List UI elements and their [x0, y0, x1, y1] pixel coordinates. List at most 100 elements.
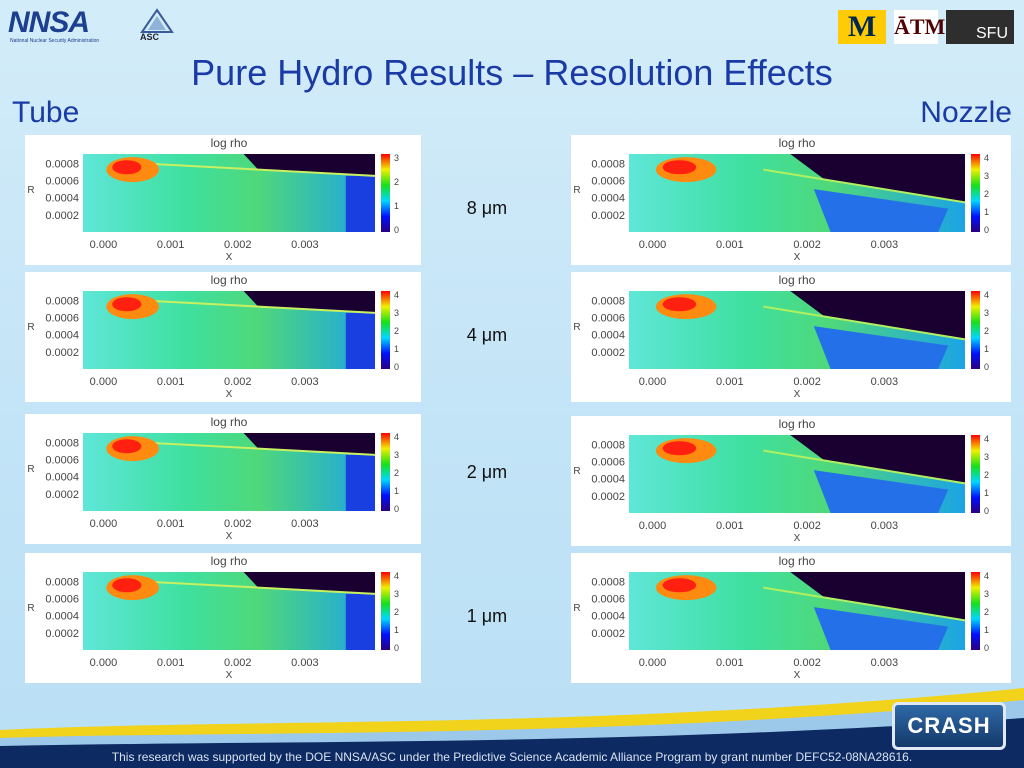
colorbar-tick-label: 1 [984, 344, 989, 354]
shock-region [813, 607, 949, 650]
nozzle-plot-4um: log rho 0.0008 0.0006 0.0004 0.0002 R 0.000 0.0… [571, 272, 1011, 402]
x-tick-label: 0.003 [291, 518, 319, 530]
hot-spot-core [112, 439, 142, 454]
texas-am-logo: ĀTM [894, 10, 945, 44]
shock-region [345, 593, 375, 650]
y-tick-label: 0.0008 [45, 158, 79, 170]
low-density-region [790, 291, 965, 340]
y-axis-label: R [27, 185, 34, 196]
resolution-label-2um: 2 μm [466, 462, 508, 482]
colorbar-tick-label: 2 [984, 607, 989, 617]
x-tick-label: 0.000 [90, 518, 118, 530]
x-axis-label: X [794, 670, 801, 681]
nozzle-plot-svg: log rho 0.0008 0.0006 0.0004 0.0002 R 0.000 0.0… [573, 273, 989, 400]
michigan-logo: M [838, 10, 886, 44]
colorbar-tick-label: 0 [984, 643, 989, 653]
y-tick-label: 0.0008 [45, 437, 79, 449]
y-tick-label: 0.0006 [45, 313, 79, 325]
x-tick-label: 0.000 [639, 520, 667, 532]
tube-plot-svg: log rho 0.0008 0.0006 0.0004 0.0002 R 0.000 0.0… [27, 415, 399, 542]
tube-plot-svg: log rho 0.0008 0.0006 0.0004 0.0002 R 0.000 0.0… [27, 554, 399, 681]
x-tick-label: 0.003 [871, 520, 899, 532]
hot-spot-core [662, 160, 697, 175]
x-axis-label: X [226, 389, 233, 400]
y-axis-label: R [573, 185, 580, 196]
colorbar-tick-label: 1 [984, 625, 989, 635]
y-tick-label: 0.0004 [45, 611, 79, 623]
y-tick-label: 0.0008 [591, 439, 625, 451]
tube-wall [141, 580, 376, 595]
x-tick-label: 0.002 [793, 520, 821, 532]
shock-region [813, 189, 949, 232]
plot-title: log rho [211, 136, 248, 150]
y-tick-label: 0.0008 [591, 295, 625, 307]
x-tick-label: 0.003 [291, 657, 319, 669]
y-tick-label: 0.0004 [591, 611, 625, 623]
x-tick-label: 0.003 [871, 376, 899, 388]
y-axis-label: R [573, 603, 580, 614]
x-tick-label: 0.003 [291, 376, 319, 388]
colorbar [381, 291, 390, 369]
x-tick-label: 0.002 [224, 657, 252, 669]
tube-plot-1um: log rho 0.0008 0.0006 0.0004 0.0002 R 0.000 0.0… [25, 553, 421, 683]
colorbar-tick-label: 1 [394, 344, 399, 354]
colorbar-tick-label: 4 [394, 432, 399, 442]
nozzle-plot-1um: log rho 0.0008 0.0006 0.0004 0.0002 R 0.000 0.0… [571, 553, 1011, 683]
asc-logo-text: ASC [140, 32, 160, 42]
colorbar [971, 572, 980, 650]
hot-spot-core [662, 297, 697, 312]
y-tick-label: 0.0002 [45, 628, 79, 640]
resolution-label-8um: 8 μm [466, 198, 508, 218]
shock-region [345, 454, 375, 511]
colorbar-tick-label: 3 [394, 308, 399, 318]
x-tick-label: 0.002 [224, 518, 252, 530]
colorbar-tick-label: 4 [984, 153, 989, 163]
colorbar-tick-label: 3 [984, 452, 989, 462]
colorbar-tick-label: 2 [984, 470, 989, 480]
hot-spot-core [112, 297, 142, 312]
x-tick-label: 0.001 [157, 657, 185, 669]
y-tick-label: 0.0008 [45, 295, 79, 307]
hot-spot-core [662, 578, 697, 593]
colorbar-tick-label: 0 [394, 504, 399, 514]
y-axis-label: R [27, 464, 34, 475]
colorbar-tick-label: 4 [984, 290, 989, 300]
colorbar [381, 433, 390, 511]
y-tick-label: 0.0002 [591, 491, 625, 503]
y-tick-label: 0.0004 [591, 193, 625, 205]
x-tick-label: 0.001 [157, 239, 185, 251]
x-tick-label: 0.000 [90, 376, 118, 388]
x-tick-label: 0.002 [224, 239, 252, 251]
hot-spot-core [662, 441, 697, 456]
colorbar-tick-label: 4 [984, 434, 989, 444]
y-tick-label: 0.0006 [591, 176, 625, 188]
nozzle-plot-svg: log rho 0.0008 0.0006 0.0004 0.0002 R 0.000 0.0… [573, 417, 989, 544]
y-axis-label: R [27, 603, 34, 614]
y-tick-label: 0.0006 [45, 594, 79, 606]
colorbar-tick-label: 2 [984, 189, 989, 199]
colorbar-tick-label: 4 [394, 290, 399, 300]
asc-logo: ASC [138, 8, 176, 44]
x-tick-label: 0.001 [716, 376, 744, 388]
colorbar-tick-label: 4 [394, 571, 399, 581]
resolution-label-4um: 4 μm [466, 325, 508, 345]
colorbar-tick-label: 1 [394, 486, 399, 496]
x-tick-label: 0.000 [639, 376, 667, 388]
x-axis-label: X [794, 252, 801, 263]
y-tick-label: 0.0002 [591, 347, 625, 359]
low-density-region [790, 154, 965, 203]
shock-region [813, 326, 949, 369]
x-tick-label: 0.001 [716, 520, 744, 532]
plot-title: log rho [779, 136, 816, 150]
colorbar-tick-label: 3 [984, 171, 989, 181]
tube-column-label: Tube [12, 96, 80, 129]
y-axis-label: R [573, 322, 580, 333]
x-tick-label: 0.003 [871, 239, 899, 251]
nozzle-plot-svg: log rho 0.0008 0.0006 0.0004 0.0002 R 0.000 0.0… [573, 136, 989, 263]
nozzle-wall [763, 168, 966, 204]
colorbar-tick-label: 1 [394, 625, 399, 635]
nozzle-wall [763, 449, 966, 485]
colorbar-tick-label: 3 [394, 450, 399, 460]
y-tick-label: 0.0006 [45, 455, 79, 467]
colorbar [971, 435, 980, 513]
